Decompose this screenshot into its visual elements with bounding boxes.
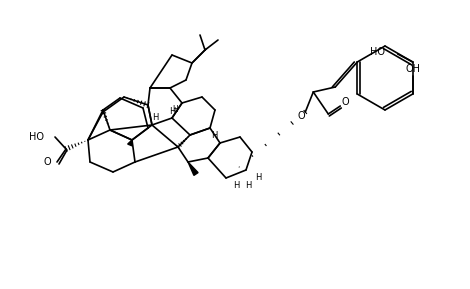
Text: H: H (152, 114, 158, 123)
Text: O: O (342, 97, 349, 107)
Text: HO: HO (370, 47, 385, 57)
Polygon shape (128, 140, 133, 146)
Polygon shape (188, 162, 198, 175)
Text: O: O (43, 157, 51, 167)
Text: O: O (298, 111, 305, 121)
Text: H: H (172, 105, 178, 114)
Text: H: H (211, 131, 217, 140)
Text: HO: HO (29, 132, 44, 142)
Text: H: H (255, 173, 261, 182)
Text: OH: OH (405, 64, 420, 74)
Text: H: H (169, 108, 175, 116)
Text: H: H (233, 181, 239, 190)
Text: H: H (245, 181, 251, 190)
